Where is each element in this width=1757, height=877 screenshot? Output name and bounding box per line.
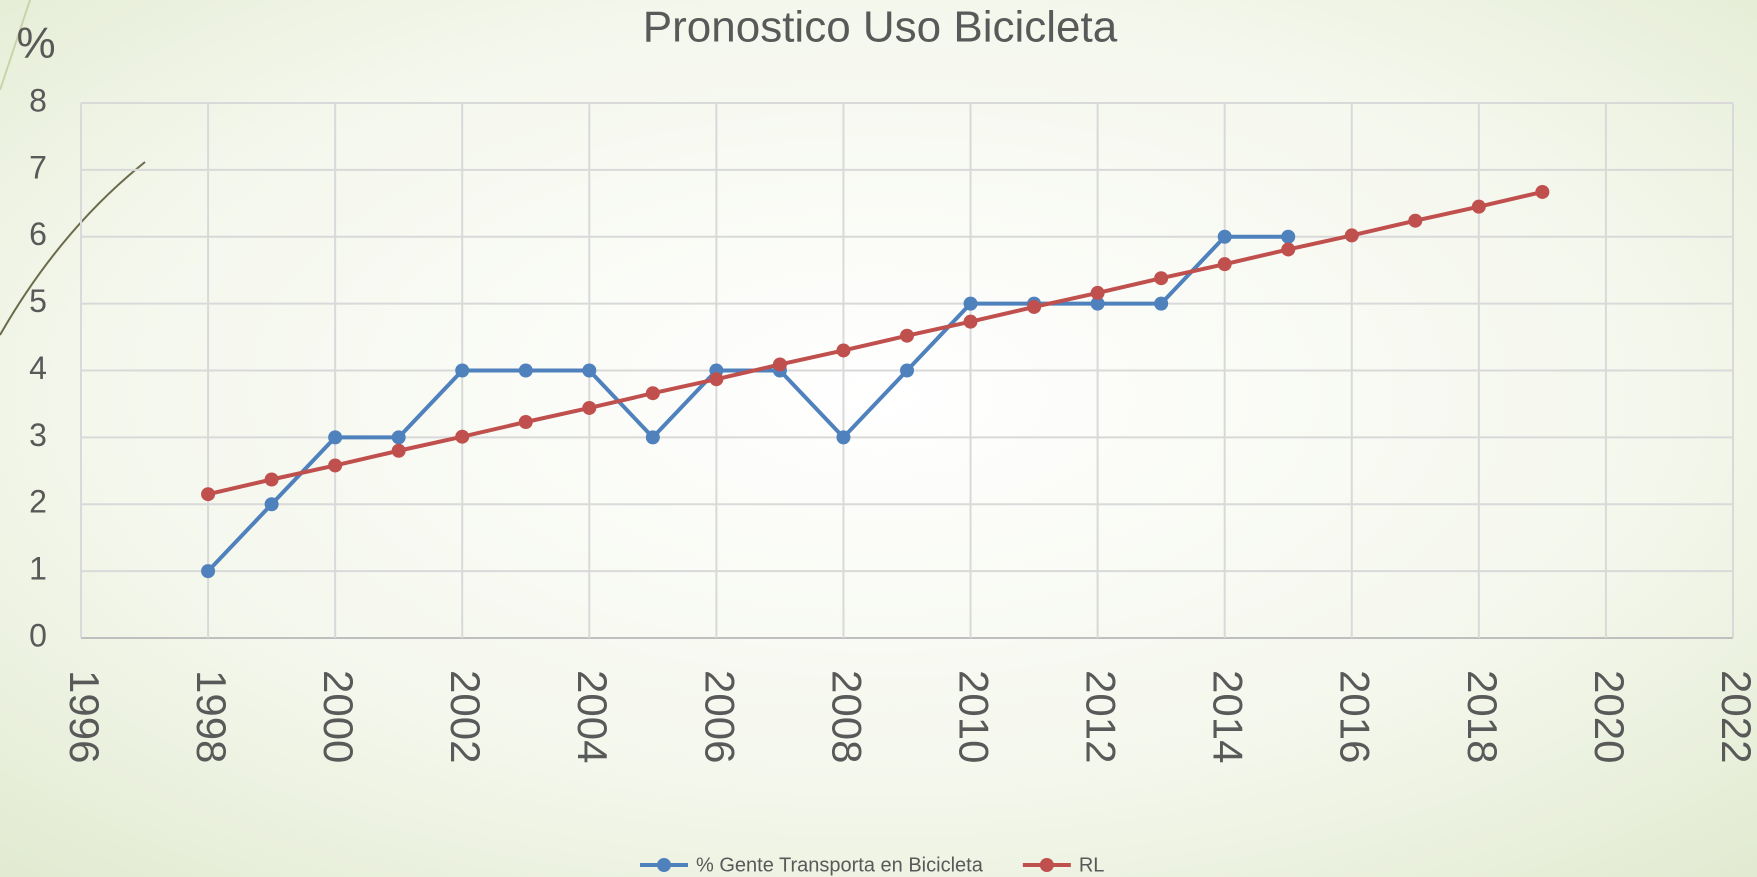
data-point: [1154, 271, 1169, 286]
data-point: [1217, 229, 1232, 244]
y-tick-label: 0: [29, 617, 47, 653]
chart-title: Pronostico Uso Bicicleta: [643, 3, 1118, 52]
data-point: [264, 472, 279, 487]
decoration: [0, 0, 31, 91]
data-point: [582, 363, 597, 378]
x-tick-label: 2004: [569, 670, 616, 763]
data-point: [1090, 296, 1105, 311]
x-tick-label: 2018: [1459, 670, 1506, 763]
data-point: [1471, 199, 1486, 214]
data-point: [1154, 296, 1169, 311]
series-line: [207, 189, 1543, 497]
y-tick-label: 6: [29, 216, 47, 252]
data-point: [1281, 229, 1296, 244]
legend-label: % Gente Transporta en Bicicleta: [696, 854, 984, 876]
data-point: [836, 343, 851, 358]
data-point: [963, 314, 978, 329]
x-tick-label: 2020: [1586, 670, 1633, 763]
data-point: [709, 372, 724, 387]
data-point: [264, 497, 279, 512]
decoration: [0, 161, 146, 336]
y-tick-label: 3: [29, 417, 47, 453]
data-point: [1281, 242, 1296, 257]
data-point: [582, 400, 597, 415]
data-point: [900, 363, 914, 378]
y-tick-label: 2: [29, 484, 47, 520]
data-point: [1090, 285, 1105, 300]
data-point: [1408, 213, 1423, 228]
x-tick-label: 2016: [1332, 670, 1379, 763]
y-axis-label: %: [16, 19, 55, 68]
data-point: [963, 296, 978, 311]
legend-marker: [657, 858, 671, 872]
data-point: [1217, 257, 1232, 272]
x-tick-label: 1996: [61, 670, 108, 763]
data-point: [836, 430, 851, 445]
x-tick-label: 2008: [823, 670, 870, 763]
x-tick-label: 2012: [1078, 670, 1125, 763]
x-tick-label: 1998: [188, 670, 235, 763]
x-tick-label: 2014: [1205, 670, 1252, 763]
data-point: [1027, 299, 1042, 314]
x-tick-label: 2010: [950, 670, 997, 763]
data-point: [455, 363, 470, 378]
data-point: [645, 430, 660, 445]
y-tick-label: 5: [29, 283, 47, 319]
data-point: [201, 487, 216, 502]
data-point: [391, 430, 406, 445]
data-point: [900, 328, 914, 343]
data-point: [518, 414, 533, 429]
y-tick-label: 1: [29, 551, 47, 587]
data-point: [391, 443, 406, 458]
data-point: [328, 458, 343, 473]
legend-marker: [1039, 858, 1054, 872]
y-tick-label: 4: [29, 350, 47, 386]
y-tick-label: 8: [29, 82, 47, 118]
legend-label: RL: [1079, 854, 1105, 876]
data-point: [1535, 184, 1550, 199]
data-point: [201, 564, 216, 579]
data-point: [518, 363, 533, 378]
x-tick-label: 2022: [1713, 670, 1757, 763]
x-tick-label: 2000: [315, 670, 362, 763]
data-point: [455, 429, 470, 444]
x-tick-label: 2002: [442, 670, 489, 763]
data-point: [645, 386, 660, 401]
y-tick-label: 7: [29, 149, 47, 185]
data-point: [772, 357, 787, 372]
x-tick-label: 2006: [696, 670, 743, 763]
data-point: [1344, 228, 1359, 243]
data-point: [328, 430, 343, 445]
